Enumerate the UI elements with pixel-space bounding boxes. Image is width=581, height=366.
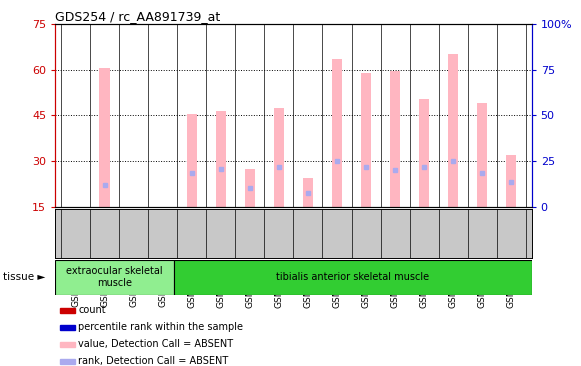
- Text: value, Detection Call = ABSENT: value, Detection Call = ABSENT: [78, 339, 234, 349]
- Text: extraocular skeletal
muscle: extraocular skeletal muscle: [66, 266, 163, 288]
- Bar: [60, 342, 75, 347]
- Bar: [99, 68, 110, 207]
- Bar: [187, 114, 197, 207]
- Bar: [60, 325, 75, 330]
- Bar: [361, 72, 371, 207]
- Bar: [303, 178, 313, 207]
- Bar: [60, 359, 75, 364]
- Bar: [448, 54, 458, 207]
- Bar: [274, 108, 284, 207]
- Text: tibialis anterior skeletal muscle: tibialis anterior skeletal muscle: [277, 272, 429, 282]
- Text: count: count: [78, 306, 106, 315]
- Bar: [506, 155, 517, 207]
- Text: percentile rank within the sample: percentile rank within the sample: [78, 322, 243, 332]
- Bar: [174, 260, 532, 295]
- Text: rank, Detection Call = ABSENT: rank, Detection Call = ABSENT: [78, 356, 228, 366]
- Text: GDS254 / rc_AA891739_at: GDS254 / rc_AA891739_at: [55, 10, 220, 23]
- Bar: [390, 71, 400, 207]
- Bar: [477, 103, 487, 207]
- Bar: [245, 169, 255, 207]
- Bar: [60, 308, 75, 313]
- Bar: [332, 59, 342, 207]
- Bar: [216, 111, 226, 207]
- Bar: [55, 260, 174, 295]
- Text: tissue ►: tissue ►: [3, 272, 45, 282]
- Bar: [419, 98, 429, 207]
